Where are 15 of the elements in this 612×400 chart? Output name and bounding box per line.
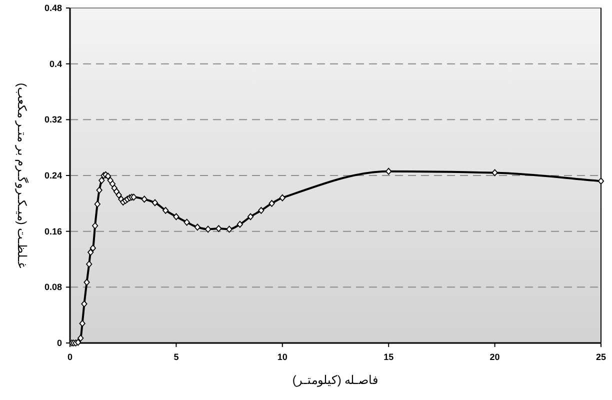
x-tick-label: 10 [277, 352, 288, 362]
x-tick-label: 0 [67, 352, 73, 362]
x-axis-title: فاصـله (کیلومتـر) [292, 373, 379, 387]
y-tick-label: 0.08 [44, 282, 62, 292]
y-axis-title: غـلظـت (میـکـروگـرم بر متـر مکعب) [15, 82, 29, 268]
x-tick-label: 5 [174, 352, 179, 362]
x-tick-label: 15 [384, 352, 394, 362]
x-tick-label: 20 [490, 352, 500, 362]
y-tick-label: 0.16 [44, 226, 62, 236]
y-tick-label: 0.32 [44, 114, 62, 125]
x-tick-label: 25 [596, 352, 606, 362]
y-tick-label: 0.4 [49, 58, 62, 69]
y-tick-label: 0 [56, 338, 62, 348]
y-tick-label: 0.24 [44, 170, 62, 180]
y-tick-label: 0.48 [44, 3, 62, 13]
